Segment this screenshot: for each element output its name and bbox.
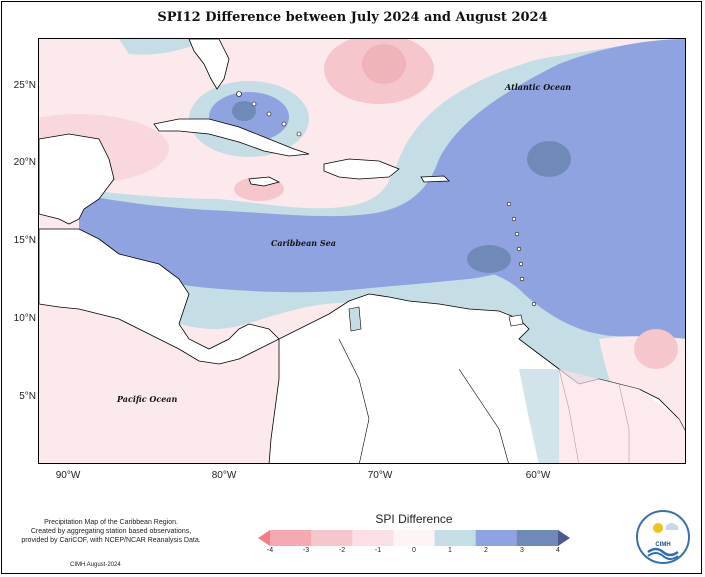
land-central-america: [39, 228, 280, 365]
footer-line-3: provided by CariCOF, with NCEP/NCAR Rean…: [21, 537, 201, 544]
legend-swatch: [434, 530, 477, 546]
legend-tick-label: -1: [374, 547, 382, 554]
cimh-logo: CIMH: [636, 510, 690, 564]
anomaly-zone-dry-land: [559, 369, 685, 463]
land-bahamas-island: [266, 111, 272, 117]
anomaly-core-strong-wet: [232, 101, 256, 121]
land-lesser-antilles-island: [506, 201, 512, 207]
land-bahamas-island: [296, 131, 302, 137]
anomaly-zone-light-wet: [119, 39, 209, 55]
spi-difference-map: [39, 39, 685, 463]
legend-swatch: [393, 530, 436, 546]
legend-swatch-high-extend: [558, 530, 570, 546]
anomaly-core-strong-wet: [467, 245, 511, 273]
land-bahamas-island: [236, 91, 242, 97]
wave-icon: [647, 552, 679, 560]
lat-label-10: 10°N: [13, 313, 36, 324]
legend-swatch: [270, 530, 312, 546]
label-atlantic-ocean: Atlantic Ocean: [505, 82, 572, 92]
cloud-icon: [666, 523, 678, 530]
land-bahamas-island: [281, 121, 287, 127]
lake-maracaibo: [348, 306, 362, 332]
legend-tick-label: -4: [266, 547, 274, 554]
map-panel: Atlantic Ocean Caribbean Sea Pacific Oce…: [38, 38, 686, 464]
legend-tick-label: 1: [448, 547, 452, 554]
legend-tick-label: -3: [302, 547, 310, 554]
land-hispaniola: [323, 158, 400, 180]
sun-icon: [653, 523, 663, 533]
legend-swatch: [311, 530, 353, 546]
logo-text: CIMH: [655, 542, 671, 548]
footer-description: Precipitation Map of the Caribbean Regio…: [6, 518, 216, 545]
land-trinidad: [508, 314, 524, 327]
map-title: SPI12 Difference between July 2024 and A…: [157, 10, 548, 25]
footer-line-1: Precipitation Map of the Caribbean Regio…: [44, 519, 178, 526]
land-jamaica: [248, 176, 281, 187]
land-lesser-antilles-island: [518, 261, 524, 267]
legend-swatch-low-extend: [258, 530, 270, 546]
border-line: [458, 368, 509, 463]
footer-credit: CIMH August-2024: [70, 562, 121, 568]
lon-label-90: 90°W: [55, 470, 81, 481]
lat-label-20: 20°N: [13, 157, 36, 168]
legend-tick-label: 2: [484, 547, 488, 554]
land-cuba: [153, 118, 310, 157]
land-lesser-antilles-island: [511, 216, 517, 222]
wave-icon: [647, 547, 679, 557]
land-puerto-rico: [420, 175, 450, 183]
lon-label-70: 70°W: [367, 470, 393, 481]
anomaly-zone-light-wet-land: [519, 369, 559, 463]
land-lesser-antilles-island: [519, 276, 525, 282]
legend-tick-label: 4: [556, 547, 560, 554]
anomaly-patch-dry: [362, 44, 406, 84]
label-pacific-ocean: Pacific Ocean: [117, 394, 178, 404]
legend-swatch: [352, 530, 394, 546]
land-florida: [188, 39, 230, 90]
lon-label-60: 60°W: [525, 470, 551, 481]
lat-label-5: 5°N: [19, 391, 36, 402]
border-line: [338, 338, 370, 463]
anomaly-patch-dry: [634, 329, 678, 369]
legend-swatch: [516, 530, 559, 546]
land-yucatan: [39, 133, 115, 225]
lon-label-80: 80°W: [211, 470, 237, 481]
legend-tick-label: 3: [520, 547, 524, 554]
legend-swatch: [475, 530, 518, 546]
land-lesser-antilles-island: [516, 246, 522, 252]
land-lesser-antilles-island: [531, 301, 537, 307]
legend-title: SPI Difference: [375, 512, 453, 526]
footer-line-2: Created by aggregating station based obs…: [30, 528, 192, 535]
lat-label-25: 25°N: [13, 80, 36, 91]
land-bahamas-island: [251, 101, 257, 107]
legend-tick-label: 0: [412, 547, 416, 554]
anomaly-zone-wet: [79, 39, 685, 339]
caribbean-wet-band: [79, 189, 559, 293]
anomaly-core-strong-wet: [527, 141, 571, 177]
label-caribbean-sea: Caribbean Sea: [271, 238, 336, 248]
legend-colorbar: [258, 530, 570, 546]
lat-label-15: 15°N: [13, 235, 36, 246]
land-lesser-antilles-island: [514, 231, 520, 237]
legend-tick-label: -2: [338, 547, 346, 554]
cimh-logo-emblem: [647, 523, 679, 560]
